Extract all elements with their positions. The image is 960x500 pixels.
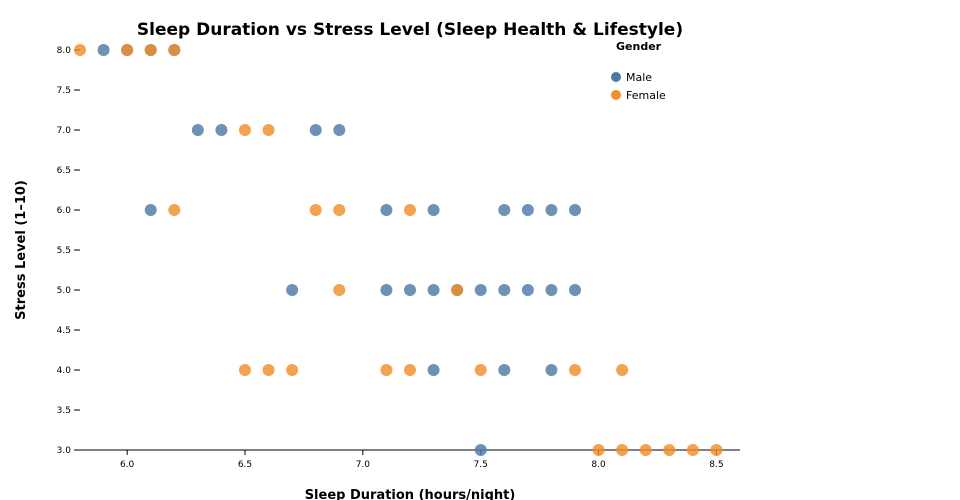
x-axis: 6.0 6.5 7.0 7.5 8.0 8.5 bbox=[120, 450, 724, 470]
data-point-female bbox=[333, 204, 346, 216]
data-point-male bbox=[427, 284, 440, 296]
data-point-male bbox=[97, 44, 110, 56]
data-point-female bbox=[404, 204, 416, 216]
data-point-male bbox=[286, 284, 299, 296]
x-tick-label: 7.5 bbox=[474, 460, 488, 470]
data-point-female bbox=[639, 444, 652, 456]
data-point-male bbox=[569, 284, 581, 296]
data-point-female bbox=[663, 444, 676, 456]
data-point-female bbox=[616, 364, 629, 376]
series-male bbox=[97, 44, 581, 456]
x-tick-label: 8.5 bbox=[709, 460, 723, 470]
data-point-female bbox=[710, 444, 723, 456]
y-tick-label: 8.0 bbox=[57, 46, 72, 56]
data-point-male bbox=[191, 124, 204, 136]
data-point-male bbox=[144, 204, 157, 216]
legend-title: Gender bbox=[616, 40, 662, 53]
y-tick-label: 7.5 bbox=[57, 86, 71, 96]
data-point-female bbox=[309, 204, 322, 216]
y-tick-label: 3.0 bbox=[57, 446, 72, 456]
data-point-male bbox=[215, 124, 228, 136]
y-tick-label: 4.0 bbox=[57, 366, 72, 376]
data-point-male bbox=[498, 364, 511, 376]
data-point-male bbox=[498, 284, 511, 296]
y-tick-label: 4.5 bbox=[57, 326, 71, 336]
data-point-female bbox=[239, 124, 251, 136]
data-point-female bbox=[592, 444, 605, 456]
data-point-male bbox=[427, 364, 440, 376]
data-point-female bbox=[474, 364, 487, 376]
y-axis-title: Stress Level (1–10) bbox=[14, 180, 29, 320]
y-tick-label: 3.5 bbox=[57, 406, 71, 416]
data-point-female bbox=[616, 444, 629, 456]
data-point-female bbox=[168, 204, 181, 216]
data-point-male bbox=[309, 124, 322, 136]
data-point-female bbox=[239, 364, 251, 376]
y-tick-label: 5.5 bbox=[57, 246, 71, 256]
data-point-male bbox=[380, 284, 393, 296]
data-point-male bbox=[498, 204, 511, 216]
data-point-female bbox=[262, 364, 275, 376]
y-tick-label: 5.0 bbox=[57, 286, 72, 296]
data-point-male bbox=[521, 204, 534, 216]
data-point-female bbox=[333, 284, 346, 296]
data-point-female bbox=[121, 44, 134, 56]
x-tick-label: 7.0 bbox=[356, 460, 371, 470]
data-point-female bbox=[262, 124, 275, 136]
x-tick-label: 6.0 bbox=[120, 460, 135, 470]
series-female bbox=[74, 44, 723, 456]
legend-label-male: Male bbox=[626, 71, 652, 84]
data-point-male bbox=[569, 204, 581, 216]
data-point-female bbox=[168, 44, 181, 56]
legend-swatch-male bbox=[611, 72, 621, 82]
data-point-female bbox=[144, 44, 157, 56]
x-tick-label: 6.5 bbox=[238, 460, 252, 470]
data-point-female bbox=[286, 364, 299, 376]
data-point-female bbox=[569, 364, 581, 376]
x-axis-title: Sleep Duration (hours/night) bbox=[305, 488, 516, 500]
data-points bbox=[74, 44, 723, 456]
data-point-male bbox=[474, 284, 487, 296]
data-point-male bbox=[404, 284, 416, 296]
data-point-male bbox=[474, 444, 487, 456]
y-axis: 3.0 3.5 4.0 4.5 5.0 5.5 6.0 6.5 7.0 7.5 8.0 bbox=[57, 46, 80, 456]
y-tick-label: 7.0 bbox=[57, 126, 72, 136]
y-tick-label: 6.5 bbox=[57, 166, 71, 176]
y-tick-label: 6.0 bbox=[57, 206, 72, 216]
data-point-male bbox=[545, 284, 558, 296]
x-tick-label: 8.0 bbox=[591, 460, 606, 470]
legend: Gender Male Female bbox=[611, 40, 666, 102]
data-point-male bbox=[521, 284, 534, 296]
data-point-female bbox=[451, 284, 464, 296]
data-point-male bbox=[427, 204, 440, 216]
data-point-female bbox=[74, 44, 86, 56]
data-point-male bbox=[545, 364, 558, 376]
data-point-female bbox=[404, 364, 416, 376]
data-point-male bbox=[545, 204, 558, 216]
data-point-male bbox=[333, 124, 346, 136]
chart-title: Sleep Duration vs Stress Level (Sleep He… bbox=[137, 20, 683, 40]
legend-label-female: Female bbox=[626, 89, 666, 102]
data-point-female bbox=[686, 444, 699, 456]
data-point-male bbox=[380, 204, 393, 216]
data-point-female bbox=[380, 364, 393, 376]
legend-swatch-female bbox=[611, 90, 621, 100]
